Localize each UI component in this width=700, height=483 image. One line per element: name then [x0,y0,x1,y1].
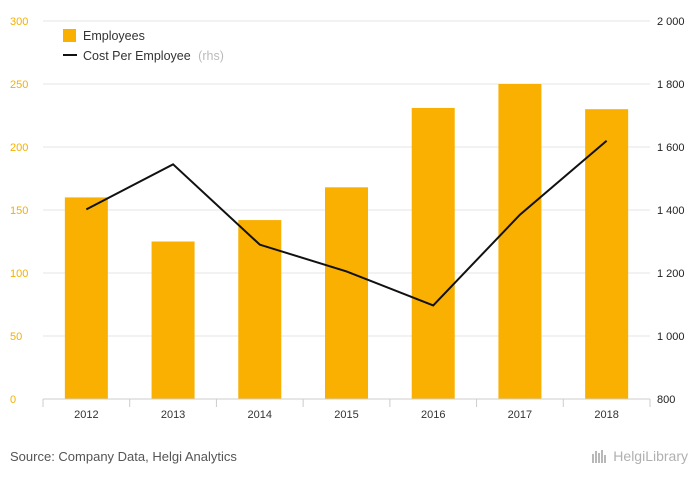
x-tick-label: 2017 [508,409,532,421]
right-y-tick-label: 1 800 [657,79,685,91]
left-y-tick-label: 50 [10,331,22,343]
legend-label-employees: Employees [83,29,145,43]
right-y-tick-label: 1 400 [657,205,685,217]
legend-swatch-employees [63,29,76,42]
left-y-tick-label: 250 [10,79,28,91]
employees-bars [64,84,629,399]
bar-employees [64,197,108,399]
bar-employees [498,84,542,399]
left-y-tick-label: 0 [10,394,16,406]
left-y-tick-label: 150 [10,205,28,217]
x-tick-label: 2014 [248,409,272,421]
helgi-library-logo: HelgiLibrary [591,448,688,464]
legend-label-cost-text: Cost Per Employee [83,49,191,63]
x-tick-label: 2015 [334,409,358,421]
bar-employees [411,107,455,399]
logo-text: HelgiLibrary [613,448,688,464]
source-note: Source: Company Data, Helgi Analytics [10,449,237,464]
chart: 2012 2013 2014 2015 2016 2017 2018 0 50 100 150 200… [10,16,685,421]
x-tick-label: 2013 [161,409,185,421]
x-tick-label: 2012 [74,409,98,421]
left-y-tick-label: 200 [10,142,28,154]
legend: Employees Cost Per Employee (rhs) [63,29,224,63]
bar-employees [585,109,629,399]
right-y-tick-label: 1 000 [657,331,685,343]
x-tick-label: 2016 [421,409,445,421]
cost-per-employee-line [85,139,608,307]
left-y-tick-label: 300 [10,16,28,28]
legend-label-cost-per-employee: Cost Per Employee (rhs) [83,49,224,63]
line-cost-per-employee [85,139,608,307]
bar-employees [325,187,368,399]
x-tick-label: 2018 [594,409,618,421]
legend-label-rhs: (rhs) [198,49,224,63]
right-y-tick-label: 1 200 [657,268,685,280]
right-y-tick-label: 2 000 [657,16,685,28]
left-y-tick-label: 100 [10,268,28,280]
axes: 2012 2013 2014 2015 2016 2017 2018 0 50 100 150 200… [10,16,685,421]
bar-employees [151,241,195,399]
right-y-tick-label: 1 600 [657,142,685,154]
bar-employees [238,220,282,399]
right-y-tick-label: 800 [657,394,675,406]
library-icon [592,450,607,463]
